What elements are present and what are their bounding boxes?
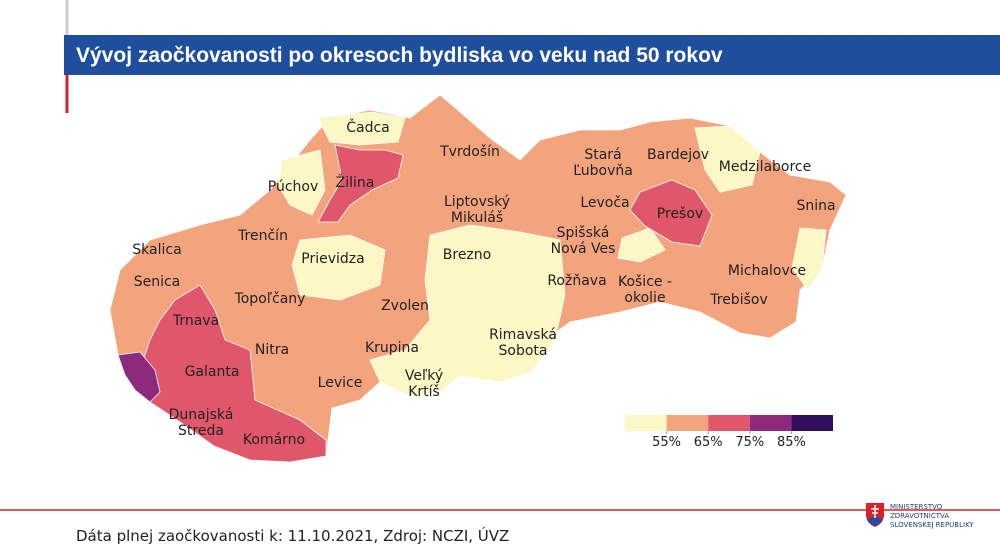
district-label: Skalica: [132, 242, 181, 258]
region: [117, 351, 161, 403]
district-label: Trebišov: [709, 292, 767, 308]
district-label: Prešov: [657, 206, 703, 222]
region: [617, 227, 666, 263]
logo-text: ZDRAVOTNÍCTVA: [890, 511, 949, 520]
district-label: Dunajská: [169, 407, 234, 423]
map: [109, 94, 847, 463]
district-label: Michalovce: [728, 263, 806, 279]
district-label: Prievidza: [301, 251, 364, 267]
legend-tick-label: 65%: [694, 435, 723, 450]
district-label: Spišská: [557, 225, 610, 241]
district-label: Tvrdošín: [439, 144, 500, 160]
district-label: Trenčín: [237, 228, 288, 244]
district-label: Žilina: [336, 173, 375, 191]
logo-shield-base: [868, 517, 882, 526]
district-label: Levoča: [580, 195, 629, 211]
district-label: Streda: [178, 423, 224, 439]
legend-swatch: [666, 415, 709, 431]
district-label: Nová Ves: [551, 241, 616, 257]
district-label: Snina: [796, 198, 835, 214]
region: [277, 149, 326, 216]
district-label: Rožňava: [547, 273, 606, 289]
district-label: Bardejov: [647, 147, 709, 163]
district-label: Levice: [318, 375, 363, 391]
region: [629, 179, 713, 247]
legend-swatch: [708, 415, 750, 431]
district-label: Krtíš: [408, 384, 440, 400]
region: [369, 224, 566, 397]
title-bar: [64, 35, 1000, 75]
district-label: Košice -: [618, 274, 672, 290]
district-label: Rimavská: [489, 327, 557, 343]
legend-swatch: [749, 415, 792, 431]
district-label: Komárno: [243, 432, 305, 448]
district-label: Veľký: [405, 368, 443, 384]
legend-tick-label: 75%: [735, 435, 764, 450]
legend-swatch: [791, 415, 833, 431]
legend-swatch: [625, 415, 667, 431]
region: [317, 111, 406, 146]
district-label: Sobota: [499, 343, 548, 359]
logo-text: SLOVENSKEJ REPUBLIKY: [890, 521, 974, 529]
district-label: Senica: [134, 274, 181, 290]
district-label: Medzilaborce: [719, 159, 812, 175]
district-label: okolie: [624, 290, 665, 306]
district-label: Ľubovňa: [573, 163, 633, 179]
district-label: Púchov: [268, 179, 319, 195]
region: [291, 234, 386, 301]
district-label: Mikuláš: [451, 210, 503, 226]
legend-tick-label: 55%: [652, 435, 681, 450]
district-label: Galanta: [185, 364, 240, 380]
district-label: Nitra: [255, 342, 289, 358]
region: [694, 125, 761, 193]
legend: 55% 65% 75% 85%: [625, 415, 833, 450]
district-label: Čadca: [346, 118, 390, 136]
logo-cross: [871, 505, 879, 518]
district-label: Stará: [584, 147, 621, 163]
district-label: Zvolen: [381, 298, 429, 314]
region: [317, 144, 404, 223]
title: Vývoj zaočkovanosti po okresoch bydliska…: [76, 44, 723, 67]
district-label: Trnava: [172, 313, 219, 329]
district-label: Krupina: [365, 340, 419, 356]
footer: Dáta plnej zaočkovanosti k: 11.10.2021, …: [76, 526, 509, 545]
logo: MINISTERSTVO ZDRAVOTNÍCTVA SLOVENSKEJ RE…: [866, 503, 974, 529]
logo-text: MINISTERSTVO: [890, 503, 943, 511]
district-label: Brezno: [443, 247, 491, 263]
region: [791, 227, 827, 291]
legend-tick-label: 85%: [777, 435, 806, 450]
district-label: Liptovský: [444, 194, 510, 210]
district-label: Topoľčany: [234, 291, 306, 307]
